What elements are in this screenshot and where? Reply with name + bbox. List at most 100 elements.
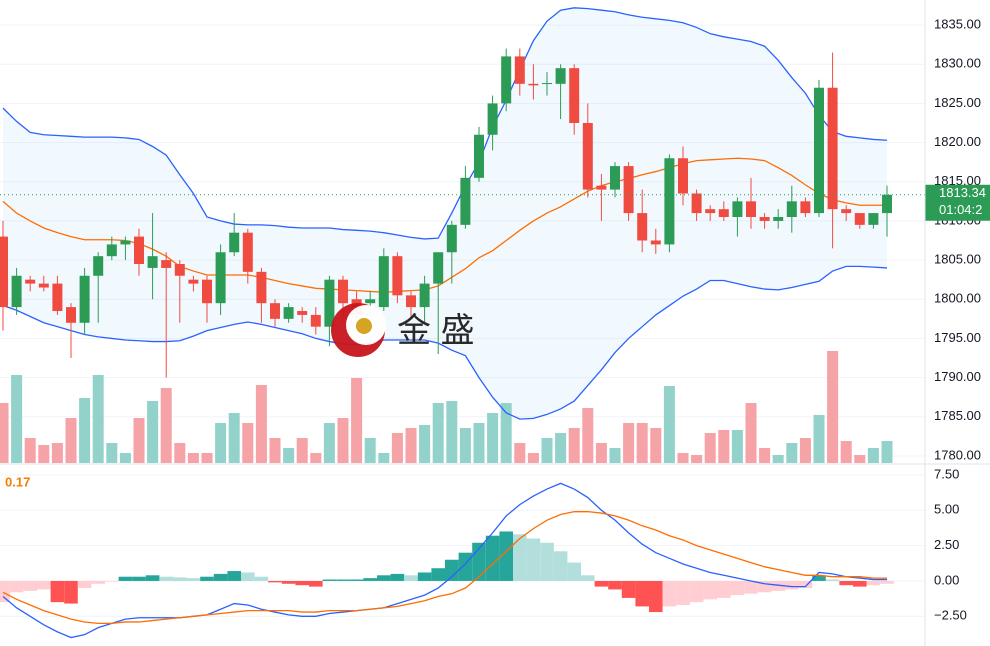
candle-body (242, 232, 253, 272)
candle-body (419, 283, 430, 308)
volume-bar (745, 403, 757, 463)
candle-body (310, 314, 321, 327)
macd-histogram-bar (608, 580, 622, 590)
volume-bar (323, 423, 335, 463)
macd-histogram-bar (145, 575, 160, 581)
volume-bar (187, 453, 199, 463)
candle-body (79, 275, 90, 323)
volume-bar (174, 443, 186, 463)
macd-histogram-bar (37, 580, 51, 590)
logo-coin (356, 318, 372, 334)
macd-histogram-bar (567, 562, 581, 581)
candle-body (732, 201, 743, 218)
macd-histogram-bar (499, 531, 513, 581)
candle-body (569, 68, 580, 123)
candle-body (650, 240, 661, 245)
volume-bar (269, 438, 281, 463)
volume-bar (854, 455, 866, 463)
candle-body (528, 83, 539, 86)
macd-histogram-bar (785, 580, 799, 590)
macd-histogram-bar (377, 575, 391, 581)
y-tick-label: 1835.00 (934, 17, 981, 32)
macd-histogram-bar (227, 571, 241, 581)
candle-body (814, 87, 824, 214)
macd-line (2, 482, 887, 639)
volume-bar (215, 423, 227, 463)
macd-histogram-bar (118, 576, 133, 581)
macd-histogram-bar (866, 580, 881, 586)
watermark: 金 盛 (331, 303, 474, 357)
y-tick-label: 1800.00 (934, 291, 981, 306)
macd-histogram-bar (812, 575, 826, 581)
candle-body (460, 177, 471, 225)
macd-histogram-bar (676, 580, 690, 605)
macd-histogram-bar (23, 580, 37, 591)
candle-body (623, 166, 634, 214)
volume-bar (718, 430, 730, 463)
bollinger-fill (3, 7, 887, 420)
macd-histogram-bar (159, 576, 173, 581)
candle-body (93, 256, 104, 276)
volume-bar (677, 453, 689, 463)
macd-histogram-bar (91, 580, 105, 584)
candle-body (406, 295, 416, 308)
y-tick-label: 0.00 (934, 572, 959, 587)
volume-bar (24, 438, 36, 463)
macd-histogram-bar (540, 542, 554, 581)
y-tick-label: 1815.00 (934, 173, 981, 188)
volume-bar (555, 433, 567, 463)
candle-body (134, 236, 144, 265)
candle-body (773, 217, 784, 221)
volume-bar (242, 423, 254, 463)
countdown-label: 01:04:2 (939, 202, 982, 217)
macd-histogram-bar (363, 578, 377, 581)
macd-histogram-bar (295, 580, 309, 586)
candle-body (270, 303, 280, 319)
macd-histogram-bar (880, 580, 894, 584)
macd-histogram-bar (485, 535, 500, 581)
volume-bar (514, 443, 526, 463)
macd-histogram-bar (621, 580, 636, 598)
candle-body (392, 256, 403, 296)
candle-body (514, 56, 525, 84)
macd-histogram-bar (186, 578, 201, 581)
macd-histogram-bar (309, 580, 323, 587)
candle-body (868, 213, 879, 225)
candle-body (106, 244, 117, 257)
macd-histogram-bar (0, 580, 10, 603)
candle-body (664, 158, 675, 245)
macd-histogram-bar (757, 580, 772, 593)
y-tick-label: 2.50 (934, 537, 959, 552)
volume-bar (11, 375, 23, 463)
candle-body (555, 68, 566, 84)
macd-histogram-bar (649, 580, 663, 613)
volume-bar (391, 433, 403, 463)
macd-histogram-bar (513, 534, 527, 581)
macd-histogram-bar (254, 576, 269, 581)
y-tick-label: 1790.00 (934, 369, 981, 384)
macd-histogram-bar (689, 580, 704, 603)
candle-body (202, 279, 212, 304)
volume-bar (160, 388, 172, 463)
candle-body (542, 83, 552, 85)
volume-bar (38, 445, 50, 463)
candle-body (786, 201, 797, 218)
volume-bar (283, 448, 295, 463)
volume-bar (0, 403, 9, 463)
candle-body (174, 264, 185, 276)
volume-bar (79, 398, 91, 463)
macd-histogram-bar (390, 573, 405, 581)
volume-bar (378, 453, 390, 463)
macd-histogram-bar (717, 580, 731, 598)
macd-histogram-bar (445, 559, 459, 581)
volume-bar (459, 428, 471, 463)
volume-bar (51, 443, 63, 463)
volume-bar (704, 433, 716, 463)
candle-body (25, 279, 36, 284)
candle-body (827, 87, 838, 210)
y-tick-label: 1785.00 (934, 408, 981, 423)
volume-bar (255, 385, 267, 463)
macd-histogram-bar (730, 580, 745, 596)
macd-histogram-bar (64, 580, 78, 604)
candle-body (161, 260, 172, 268)
